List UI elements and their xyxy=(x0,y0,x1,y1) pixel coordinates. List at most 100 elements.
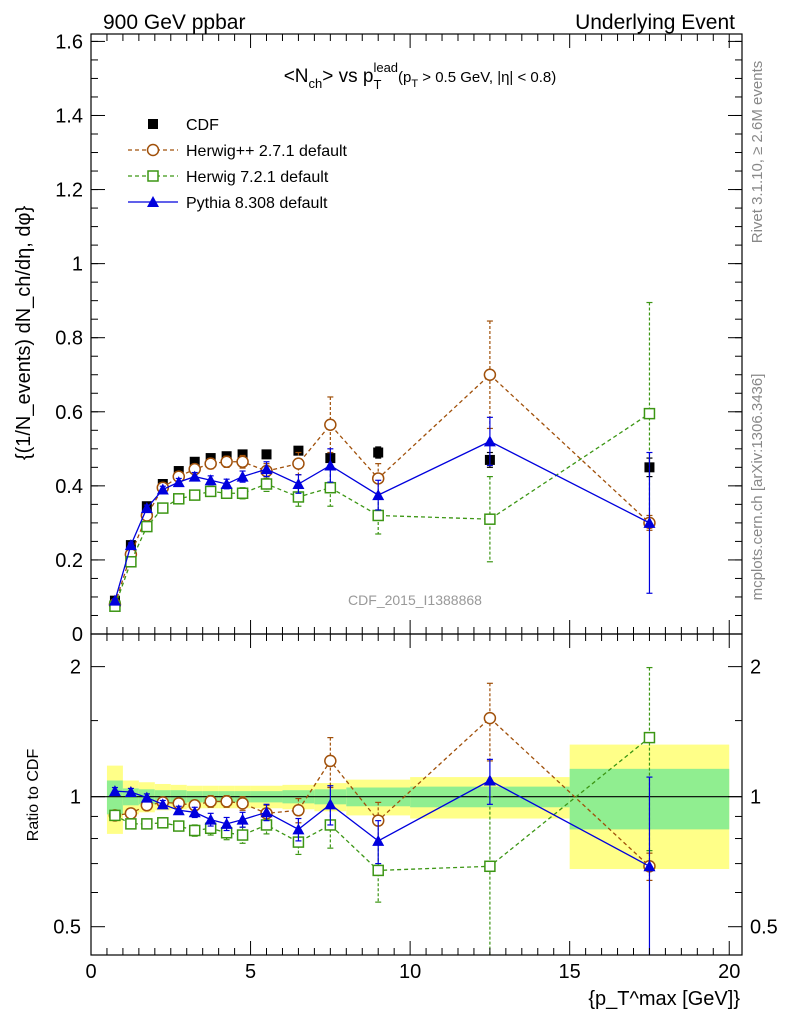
herwig-2-7-1-default-point xyxy=(236,797,249,810)
pythia-8-308-default-point xyxy=(204,813,217,825)
legend-label-herwig-7-2-1-default: Herwig 7.2.1 default xyxy=(186,169,329,186)
pythia-8-308-default-point xyxy=(372,834,385,846)
title-part-sub3: T xyxy=(411,78,418,90)
legend: CDF Herwig++ 2.7.1 default Herwig 7.2.1 de… xyxy=(128,117,348,212)
herwig-7-2-1-default-point xyxy=(260,819,273,831)
y-tick-label: 1.4 xyxy=(55,105,83,127)
ratio-y-tick-label: 0.5 xyxy=(53,917,81,939)
x-axis-label: {p_T^max [GeV]} xyxy=(588,988,740,1010)
legend-entry-cdf: CDF xyxy=(148,117,219,134)
title-part-sup2: lead xyxy=(373,60,398,75)
herwig-7-2-1-default-point xyxy=(157,817,169,829)
pythia-8-308-default-point xyxy=(236,470,249,482)
herwig-7-2-1-default-point xyxy=(324,481,337,494)
legend-marker-pythia-8-308-default xyxy=(147,196,159,207)
pythia-8-308-default-point xyxy=(483,774,496,786)
y-tick-label: 0.4 xyxy=(55,476,83,498)
svg-text:<Nch> vs pTlead(pT > 0.5 GeV,: <Nch> vs pTlead(pT > 0.5 GeV, |η| < 0.8) xyxy=(284,60,557,92)
herwig-7-2-1-default-point xyxy=(484,513,496,525)
ratio-y-tick-label-right: 2 xyxy=(750,657,761,679)
x-tick-label: 0 xyxy=(85,961,96,983)
pythia-8-308-default-point xyxy=(643,516,656,528)
title-part-sub1: ch xyxy=(309,76,323,91)
pythia-8-308-default-point xyxy=(292,478,305,489)
title-part-mid: > vs p xyxy=(322,66,373,87)
herwig-2-7-1-default-point xyxy=(204,457,217,470)
pythia-8-308-default-point xyxy=(292,823,305,835)
legend-marker-cdf xyxy=(148,119,158,129)
legend-marker-herwig-2-7-1-default xyxy=(146,143,160,157)
ratio-y-axis-label: Ratio to CDF xyxy=(25,749,42,842)
pythia-8-308-default-point xyxy=(236,813,249,825)
pythia-8-308-default-point xyxy=(260,806,273,818)
pythia-8-308-default-point xyxy=(260,463,273,475)
pythia-8-308-default-point xyxy=(483,435,496,447)
herwig-7-2-1-default-point xyxy=(484,860,496,873)
herwig-2-7-1-default-point xyxy=(292,457,305,470)
title-part-open: (p xyxy=(398,69,411,86)
pythia-8-308-default-point xyxy=(156,798,169,810)
herwig-7-2-1-default-point xyxy=(173,820,185,832)
legend-entry-pythia-8-308-default: Pythia 8.308 default xyxy=(128,195,328,212)
herwig-2-7-1-default-point xyxy=(292,804,305,817)
pythia-8-308-default-point xyxy=(204,474,217,486)
pythia-8-308-default-point xyxy=(156,483,169,495)
herwig-7-2-1-default-point xyxy=(188,489,201,501)
ratio-y-tick-label: 2 xyxy=(70,657,81,679)
main-y-axis: 0 0.2 0.4 0.6 0.8 1 1.2 1.4 1.6 xyxy=(55,31,742,646)
pythia-8-308-default-point xyxy=(108,594,121,606)
herwig-7-2-1-default-point xyxy=(204,485,217,498)
herwig-7-2-1-default-point xyxy=(109,809,121,822)
pythia-8-308-default-point xyxy=(220,478,233,489)
herwig-7-2-1-default-point xyxy=(141,818,153,830)
ratio-y-tick-label: 1 xyxy=(70,787,81,809)
main-title: <Nch> vs pTlead(pT > 0.5 GeV, |η| < 0.8) xyxy=(284,60,557,92)
herwig-2-7-1-default-point xyxy=(204,795,217,808)
ratio-series-pythia-8-308-default xyxy=(108,758,656,955)
main-series-pythia-8-308-default xyxy=(108,416,656,606)
herwig-7-2-1-default-point xyxy=(260,478,273,490)
y-tick-label: 0.8 xyxy=(55,328,83,350)
herwig-7-2-1-default-point xyxy=(372,864,384,877)
main-background xyxy=(91,34,742,634)
herwig-7-2-1-default-point xyxy=(236,487,249,500)
y-tick-label: 0.6 xyxy=(55,402,83,424)
herwig-7-2-1-default-point xyxy=(125,818,137,830)
herwig-7-2-1-default-point xyxy=(188,824,201,837)
pythia-8-308-default-point xyxy=(172,476,185,488)
herwig-7-2-1-default-point xyxy=(372,509,384,522)
pythia-8-308-default-point xyxy=(220,817,233,829)
herwig-7-2-1-default-point xyxy=(643,407,656,420)
herwig-2-7-1-default-point xyxy=(483,368,497,381)
pythia-8-308-default-point xyxy=(124,539,137,551)
pythia-8-308-default-point xyxy=(108,785,121,797)
pythia-8-308-default-point xyxy=(140,791,153,803)
legend-label-pythia-8-308-default: Pythia 8.308 default xyxy=(186,195,328,212)
pythia-8-308-default-point xyxy=(643,860,656,872)
y-tick-label: 1.6 xyxy=(55,31,83,53)
legend-entry-herwig-7-2-1-default: Herwig 7.2.1 default xyxy=(128,169,329,186)
ratio-y-tick-label-right: 1 xyxy=(750,787,761,809)
pythia-8-308-default-point xyxy=(188,806,201,818)
band-inner xyxy=(106,780,123,815)
cdf-point xyxy=(189,456,200,467)
watermark: CDF_2015_I1388868 xyxy=(348,592,482,608)
pythia-8-308-default-point xyxy=(324,798,337,810)
x-tick-label: 5 xyxy=(245,961,256,983)
cdf-point xyxy=(261,449,272,460)
main-y-axis-label: {(1/N_events) dN_ch/dη, dφ} xyxy=(13,206,35,461)
main-plot-area xyxy=(91,34,742,634)
header-right: Underlying Event xyxy=(575,11,735,34)
herwig-7-2-1-default-point xyxy=(173,493,185,505)
herwig-2-7-1-default-point xyxy=(483,711,497,725)
x-tick-label: 20 xyxy=(718,961,740,983)
legend-label-herwig-2-7-1-default: Herwig++ 2.7.1 default xyxy=(186,143,348,160)
ratio-axes: 0.5 0.51 12 20 5 10 15 20 xyxy=(53,634,778,983)
cdf-point xyxy=(293,445,304,456)
title-part-pre: <N xyxy=(284,66,309,87)
pythia-8-308-default-point xyxy=(372,489,385,501)
main-series-herwig-7-2-1-default xyxy=(109,301,656,612)
herwig-2-7-1-default-point xyxy=(236,455,249,469)
y-tick-label: 1 xyxy=(72,254,83,276)
mcplots-label: mcplots.cern.ch [arXiv:1306.3436] xyxy=(749,374,766,601)
